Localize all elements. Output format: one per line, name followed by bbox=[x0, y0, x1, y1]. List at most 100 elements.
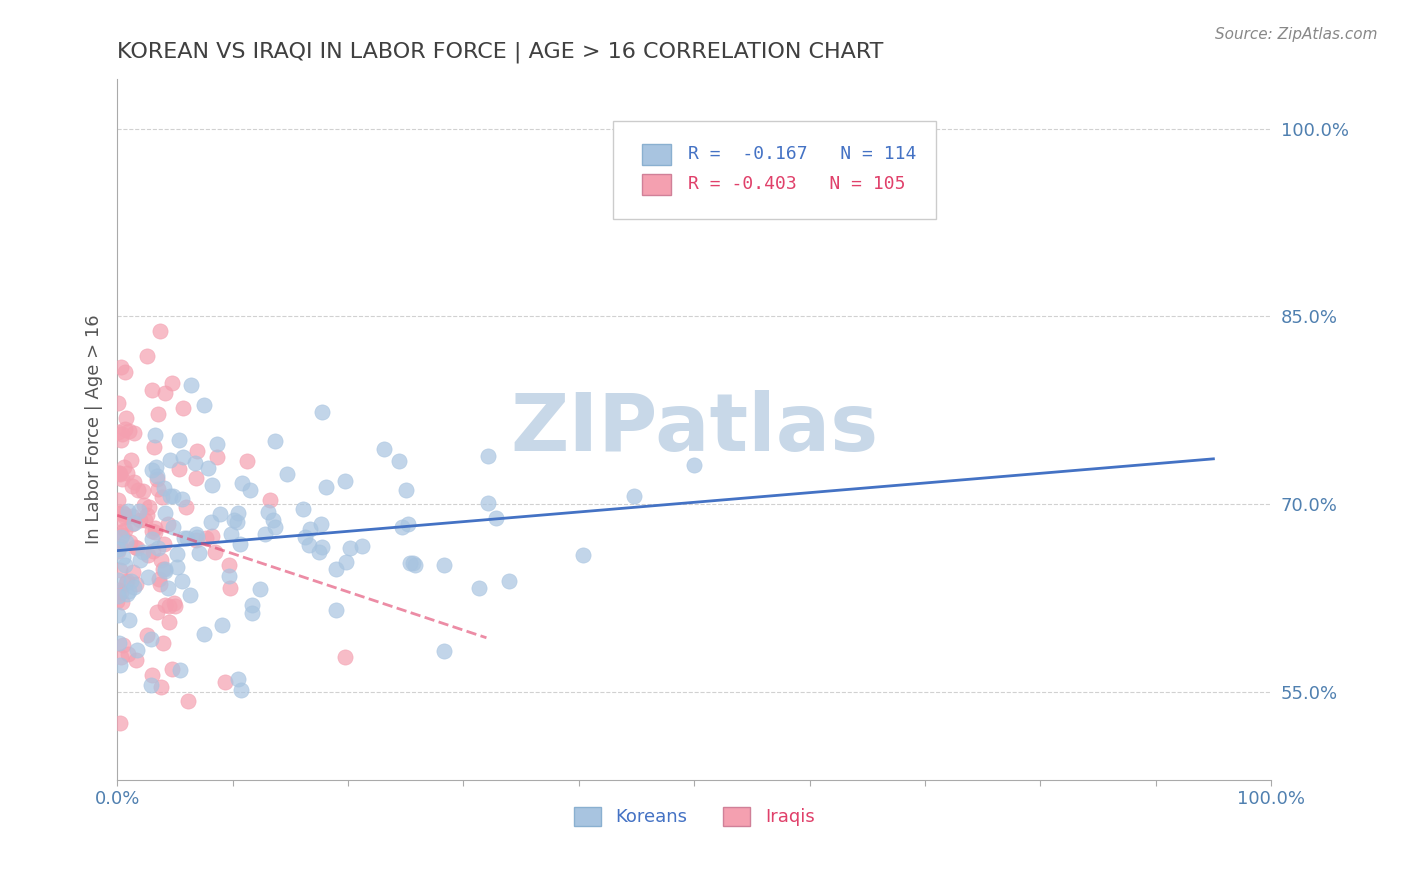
Point bbox=[114, 365, 136, 379]
Point bbox=[146, 541, 169, 556]
Point bbox=[292, 501, 315, 516]
Point bbox=[176, 531, 198, 545]
Point bbox=[195, 531, 218, 545]
Point bbox=[138, 500, 160, 515]
Point bbox=[162, 520, 184, 534]
Point bbox=[179, 588, 201, 602]
Point bbox=[125, 541, 148, 555]
Point bbox=[477, 449, 499, 463]
Point bbox=[153, 536, 176, 550]
Point bbox=[218, 581, 240, 595]
Point bbox=[120, 453, 142, 467]
Point bbox=[122, 475, 145, 489]
Point bbox=[186, 471, 208, 485]
Point bbox=[110, 585, 132, 599]
Text: ZIPatlas: ZIPatlas bbox=[510, 390, 879, 468]
Point bbox=[108, 539, 131, 553]
Point bbox=[129, 553, 152, 567]
Point bbox=[498, 574, 520, 588]
Point bbox=[150, 680, 173, 694]
Point bbox=[177, 694, 200, 708]
Point bbox=[141, 668, 163, 682]
Point bbox=[226, 515, 249, 529]
Point bbox=[339, 541, 361, 556]
FancyBboxPatch shape bbox=[613, 120, 936, 219]
Point bbox=[682, 458, 704, 472]
Point bbox=[298, 522, 321, 536]
Point bbox=[110, 530, 132, 544]
Point bbox=[108, 525, 131, 540]
Point bbox=[153, 598, 176, 612]
Point bbox=[309, 517, 332, 532]
Point bbox=[394, 483, 416, 497]
Point bbox=[184, 527, 207, 541]
Point bbox=[112, 638, 135, 652]
Point bbox=[162, 662, 184, 676]
Point bbox=[145, 460, 167, 475]
Point bbox=[193, 398, 215, 412]
Point bbox=[159, 453, 181, 467]
Point bbox=[388, 454, 411, 468]
Point bbox=[186, 444, 208, 458]
Point bbox=[108, 466, 131, 480]
Point bbox=[143, 525, 166, 540]
Point bbox=[167, 433, 190, 447]
Point bbox=[135, 508, 157, 523]
Point bbox=[170, 574, 193, 588]
Point bbox=[201, 477, 224, 491]
Point bbox=[108, 716, 131, 731]
Point bbox=[298, 538, 321, 552]
Point bbox=[141, 384, 163, 398]
Text: KOREAN VS IRAQI IN LABOR FORCE | AGE > 16 CORRELATION CHART: KOREAN VS IRAQI IN LABOR FORCE | AGE > 1… bbox=[117, 42, 883, 63]
Point bbox=[159, 599, 181, 614]
Point bbox=[169, 663, 191, 677]
Point bbox=[571, 549, 593, 563]
Point bbox=[149, 577, 172, 591]
Point bbox=[152, 481, 174, 495]
Point bbox=[162, 376, 184, 390]
Point bbox=[143, 427, 166, 442]
Point bbox=[115, 576, 138, 591]
Point bbox=[115, 587, 138, 601]
Point bbox=[107, 589, 129, 603]
Point bbox=[170, 492, 193, 507]
Point bbox=[224, 513, 246, 527]
Point bbox=[156, 516, 179, 531]
Point bbox=[325, 603, 347, 617]
Point bbox=[162, 489, 184, 503]
Point bbox=[205, 437, 228, 451]
Point bbox=[107, 506, 129, 520]
Point bbox=[114, 523, 136, 537]
Point bbox=[200, 515, 222, 529]
Point bbox=[118, 613, 141, 627]
FancyBboxPatch shape bbox=[643, 144, 671, 165]
Text: R = -0.403   N = 105: R = -0.403 N = 105 bbox=[689, 176, 905, 194]
Point bbox=[180, 377, 202, 392]
Point bbox=[623, 489, 645, 503]
Point bbox=[128, 513, 150, 527]
Point bbox=[110, 563, 132, 577]
Point bbox=[108, 467, 131, 482]
Point bbox=[204, 544, 226, 558]
Point bbox=[124, 540, 146, 554]
Point bbox=[117, 504, 139, 518]
Point bbox=[107, 543, 129, 558]
Point bbox=[214, 674, 236, 689]
Point bbox=[110, 658, 132, 673]
Point bbox=[240, 607, 263, 621]
Point bbox=[125, 576, 148, 591]
Point bbox=[111, 549, 134, 564]
Point bbox=[159, 489, 181, 503]
Point bbox=[294, 530, 316, 544]
Point bbox=[122, 516, 145, 530]
Point bbox=[218, 569, 240, 583]
Legend: Koreans, Iraqis: Koreans, Iraqis bbox=[567, 800, 823, 834]
Point bbox=[433, 558, 456, 573]
Point bbox=[166, 559, 188, 574]
Point bbox=[150, 553, 173, 567]
Point bbox=[110, 649, 132, 664]
Point bbox=[201, 529, 224, 543]
Point bbox=[391, 520, 413, 534]
Point bbox=[142, 440, 165, 454]
Point bbox=[111, 595, 134, 609]
